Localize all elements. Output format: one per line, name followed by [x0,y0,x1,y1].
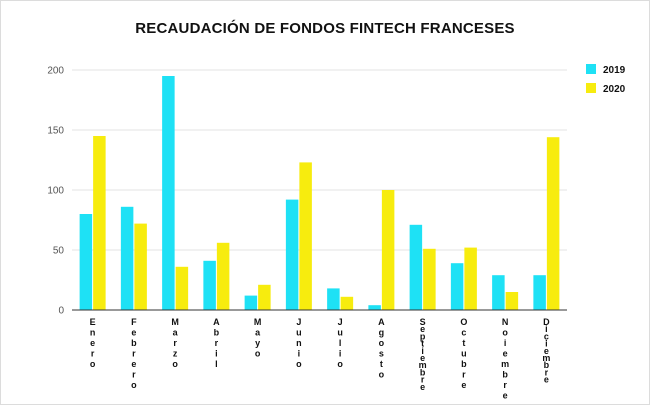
bar-2019-julio [327,288,340,310]
y-tick-label: 200 [47,66,64,77]
bar-2020-enero [93,136,106,310]
bar-2020-septiembre [423,248,436,310]
bars [79,76,560,310]
bar-2020-octubre [464,247,477,310]
y-tick-label: 150 [47,126,64,137]
y-tick-label: 50 [53,246,65,257]
legend-label-2019: 2019 [603,65,626,76]
bar-2019-enero [79,214,93,310]
bar-2020-febrero [134,223,147,310]
legend-label-2020: 2020 [603,84,626,95]
gridlines [72,69,567,251]
chart-title: RECAUDACIÓN DE FONDOS FINTECH FRANCESES [135,20,515,37]
bar-2020-junio [299,162,312,310]
legend-swatch-2019 [586,64,596,74]
bar-2020-marzo [175,266,189,310]
bar-2019-octubre [450,263,464,310]
bar-2019-marzo [162,76,175,310]
bar-2020-julio [340,296,354,310]
legend: 2019 2020 [586,64,626,95]
y-tick-label: 0 [58,306,64,317]
bar-2019-noiembre [492,275,505,310]
bar-2019-febrero [120,206,134,310]
bar-2020-agosto [381,190,395,310]
bar-2020-noiembre [505,292,519,310]
bar-2019-agosto [368,305,381,310]
bar-2020-abril [216,242,230,310]
y-tick-label: 100 [47,186,64,197]
bar-2019-mayo [244,295,258,310]
bar-2019-abril [203,260,216,310]
bar-2020-mayo [258,284,271,310]
bar-2020-diciembre [546,137,560,310]
legend-swatch-2020 [586,83,596,93]
bar-2019-diciembre [533,275,546,310]
bar-2019-septiembre [409,224,423,310]
bar-2019-junio [285,199,299,310]
axes: 0 50 100 150 200 E n e r o F e b r e r o M a r z o A b r i l M a y o J u… [47,66,567,401]
